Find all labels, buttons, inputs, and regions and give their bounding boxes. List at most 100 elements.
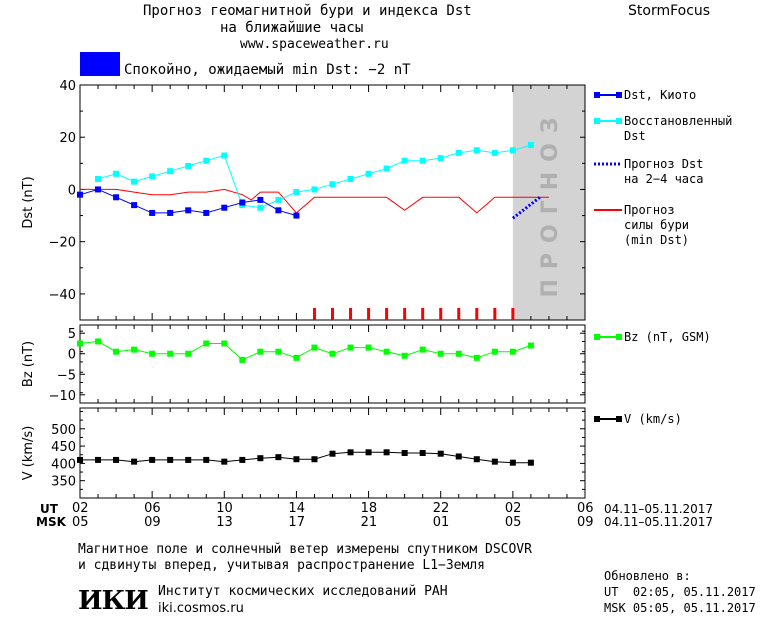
legend-swatch-marker: [616, 92, 622, 98]
updated-label: Обновлено в:: [604, 569, 691, 583]
restored-dst-point: [275, 196, 282, 203]
forecast-region: [512, 85, 585, 320]
bz-point: [113, 348, 120, 355]
kyoto-dst-point: [293, 212, 300, 219]
velocity-point: [167, 456, 174, 463]
bz-point: [419, 346, 426, 353]
storm-forecast-line: [80, 188, 549, 214]
bz-ytick-label: 0: [68, 348, 76, 363]
legend-label: V (km/s): [624, 412, 682, 426]
velocity-point: [257, 455, 264, 462]
brand-label: StormFocus: [628, 3, 711, 19]
velocity-line: [80, 451, 531, 464]
forecast-label: ПРОГНОЗ: [538, 107, 563, 297]
bz-point: [293, 354, 300, 361]
restored-dst-point: [509, 147, 516, 154]
restored-dst-point: [473, 147, 480, 154]
date-range-ut: 04.11–05.11.2017: [604, 502, 714, 516]
velocity-point: [419, 450, 426, 456]
restored-dst-point: [221, 152, 228, 159]
legend-label: Восстановленный Dst: [624, 114, 733, 143]
velocity-point: [95, 456, 102, 463]
v-ytick-label: 450: [51, 440, 76, 455]
kyoto-dst-point: [77, 191, 83, 198]
x-tick-msk: 09: [577, 515, 594, 530]
kyoto-dst-point: [167, 209, 174, 216]
velocity-point: [113, 456, 120, 463]
dst-ytick-label: −40: [49, 288, 76, 303]
v-ytick-label: 500: [51, 423, 76, 438]
velocity-point: [275, 454, 282, 461]
velocity-point: [401, 450, 408, 456]
bz-point: [185, 350, 192, 357]
velocity-point: [365, 449, 372, 456]
legend-swatch-marker: [616, 416, 622, 422]
velocity-point: [491, 458, 498, 465]
restored-dst-point: [437, 155, 444, 162]
bz-line: [79, 340, 532, 361]
status-text: Спокойно, ожидаемый min Dst: −2 nT: [124, 62, 411, 78]
bz-frame: [79, 324, 586, 404]
x-tick-ut: 10: [216, 501, 233, 516]
velocity-point: [527, 459, 534, 466]
bz-point: [77, 340, 83, 347]
bz-point: [311, 344, 318, 351]
dst-forecast-line: [511, 196, 541, 220]
bz-point: [239, 356, 246, 363]
x-tick-ut: 06: [144, 501, 161, 516]
x-axis-ut-label: UT: [40, 502, 58, 516]
bz-point: [491, 348, 498, 355]
velocity-point: [77, 456, 83, 463]
kyoto-dst-point: [131, 202, 138, 209]
velocity-point: [293, 456, 300, 463]
bz-point: [221, 340, 228, 347]
dst-ylabel: Dst (nT): [21, 176, 36, 228]
bz-point: [167, 350, 174, 357]
bz-point: [275, 348, 282, 355]
footer-note-line1: Магнитное поле и солнечный ветер измерен…: [78, 542, 532, 557]
bz-ytick-label: −5: [57, 368, 76, 383]
bz-point: [365, 344, 372, 351]
x-tick-msk: 21: [360, 515, 378, 530]
bz-point: [455, 350, 462, 357]
institute-name: Институт космических исследований РАН: [158, 584, 448, 599]
dst-ytick-label: 40: [59, 79, 76, 94]
legend-label: Прогноз силы бури (min Dst): [624, 203, 690, 247]
bz-ytick-label: −10: [49, 389, 76, 404]
x-tick-ut: 14: [288, 501, 305, 516]
velocity-point: [473, 456, 480, 463]
bz-point: [401, 352, 408, 359]
restored-dst-point: [203, 157, 210, 164]
x-tick-ut: 02: [504, 501, 522, 516]
legend-label: Dst, Киото: [624, 88, 697, 102]
legend-swatch-marker: [594, 416, 600, 422]
velocity-point: [149, 456, 156, 463]
restored-dst-point: [293, 189, 300, 196]
dst-ytick-label: 20: [59, 131, 76, 146]
x-tick-ut: 18: [360, 501, 378, 516]
x-tick-ut: 02: [72, 501, 89, 516]
kyoto-dst-point: [275, 207, 282, 214]
site-url: www.spaceweather.ru: [240, 37, 389, 52]
restored-dst-point: [167, 168, 174, 175]
restored-dst-point: [131, 178, 138, 185]
iki-logo: ИКИ: [78, 586, 149, 616]
bz-point: [95, 338, 102, 345]
velocity-point: [455, 453, 462, 460]
chart-title-line2: на ближайшие часы: [220, 20, 364, 36]
legend-swatch-marker: [594, 334, 600, 340]
velocity-point: [311, 456, 318, 463]
legend-swatch-marker: [616, 334, 622, 340]
x-tick-msk: 05: [504, 515, 522, 530]
date-range-msk: 04.11–05.11.2017: [604, 515, 714, 529]
restored-dst-point: [491, 149, 498, 156]
bz-point: [347, 344, 354, 351]
velocity-point: [329, 450, 336, 457]
x-tick-msk: 01: [432, 515, 450, 530]
velocity-point: [203, 456, 210, 463]
velocity-point: [509, 459, 516, 466]
x-tick-msk: 09: [144, 515, 161, 530]
updated-ut: UT 02:05, 05.11.2017: [604, 585, 756, 599]
restored-dst-point: [401, 157, 408, 164]
velocity-point: [221, 458, 228, 465]
